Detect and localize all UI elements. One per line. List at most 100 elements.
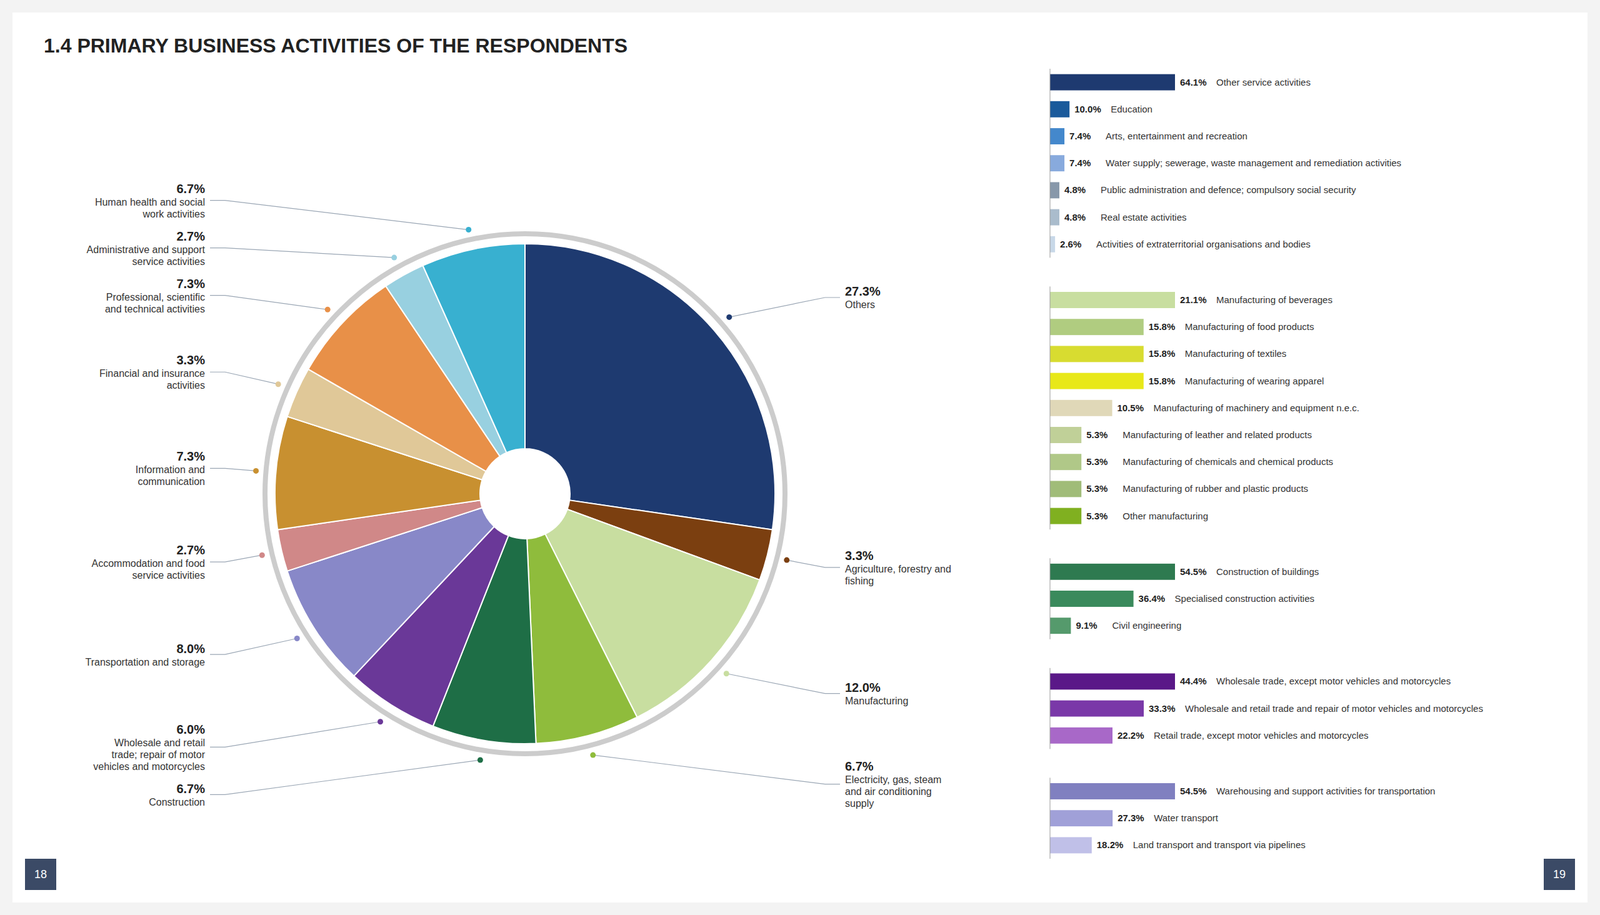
category-label: Education	[1110, 103, 1153, 115]
leader-dot	[253, 468, 259, 474]
category-label-line: Wholesale and retail	[114, 737, 205, 749]
category-label-line: Agriculture, forestry and	[845, 563, 952, 575]
category-label: Agriculture, forestry andfishing	[845, 563, 952, 587]
data-label: 15.8%	[1148, 321, 1176, 332]
bar	[1050, 291, 1175, 309]
bar	[1050, 128, 1065, 145]
data-label: 10.0%	[1074, 103, 1102, 115]
category-label: Manufacturing of rubber and plastic prod…	[1122, 483, 1309, 494]
data-label: 5.3%	[1086, 483, 1108, 494]
category-label: Manufacturing of chemicals and chemical …	[1122, 456, 1334, 467]
bar-labels: 64.1%Other service activities10.0%Educat…	[1060, 76, 1402, 250]
bar	[1050, 400, 1113, 417]
annotation-box	[25, 858, 57, 890]
category-label-line: trade; repair of motor	[111, 749, 206, 760]
data-label: 5.3%	[1086, 510, 1108, 522]
category-label: Warehousing and support activities for t…	[1216, 785, 1435, 797]
data-label: 7.4%	[1069, 130, 1091, 142]
category-label: Water transport	[1153, 812, 1219, 824]
bar	[1050, 673, 1175, 690]
category-label: Land transport and transport via pipelin…	[1133, 839, 1306, 850]
bar-chart: 54.5%Construction of buildings36.4%Speci…	[1050, 558, 1319, 640]
data-label: 15.8%	[1148, 348, 1176, 359]
category-label-line: Others	[845, 299, 875, 310]
data-label: 5.3%	[1086, 429, 1108, 440]
data-label: 44.4%	[1180, 675, 1207, 687]
data-label: 2.7%	[176, 229, 205, 244]
bar	[1050, 181, 1060, 199]
leader-line	[786, 560, 840, 568]
outer-ring	[265, 233, 785, 754]
bar-labels: 54.5%Construction of buildings36.4%Speci…	[1075, 566, 1319, 631]
bar	[1050, 318, 1144, 335]
category-label: Real estate activities	[1100, 211, 1187, 223]
data-label: 6.7%	[176, 181, 205, 196]
category-label: Civil engineering	[1111, 620, 1182, 631]
category-label-line: Administrative and support	[86, 244, 206, 255]
bar	[1050, 74, 1175, 91]
category-label: Wholesale trade, except motor vehicles a…	[1216, 675, 1451, 687]
leader-line	[210, 200, 469, 230]
bar-labels: 44.4% Wholesale trade, except motor vehic…	[1117, 675, 1484, 740]
category-label: Water supply; sewerage, waste management…	[1105, 157, 1402, 169]
pie-chart: 1.4 PRIMARY BUSINESS ACTIVITIES OF THE R…	[25, 34, 1575, 890]
bar-chart: 64.1%Other service activities10.0%Educat…	[1050, 68, 1402, 258]
bar-labels: 54.5%Warehousing and support activities …	[1096, 785, 1436, 850]
category-label-line: Professional, scientific	[106, 291, 205, 303]
data-label: 22.2%	[1117, 730, 1145, 741]
leader-dot	[477, 757, 484, 764]
data-label: 7.3%	[176, 276, 205, 291]
category-label: Manufacturing of leather and related pro…	[1122, 429, 1312, 440]
category-label-line: Accommodation and food	[91, 558, 205, 569]
bar	[1050, 836, 1092, 854]
data-label: 27.3%	[845, 284, 881, 299]
bar	[1050, 426, 1082, 444]
chart-root: 1.4 PRIMARY BUSINESS ACTIVITIES OF THE R…	[0, 0, 1600, 915]
data-label: 33.3%	[1148, 703, 1176, 714]
leader-line	[210, 638, 297, 655]
bar	[1050, 345, 1144, 362]
category-label: Electricity, gas, steamand air condition…	[845, 774, 942, 809]
category-label: Other service activities	[1216, 76, 1311, 88]
category-label: Manufacturing of textiles	[1185, 348, 1287, 359]
category-label: Transportation and storage	[85, 656, 205, 668]
category-label: Manufacturing	[845, 695, 909, 707]
leader-dot	[723, 670, 730, 677]
data-label: 5.3%	[1086, 456, 1108, 467]
page-background	[12, 12, 1588, 903]
category-label: Professional, scientificand technical ac…	[105, 291, 205, 315]
category-label: Construction of buildings	[1216, 566, 1319, 577]
leader-line	[210, 555, 262, 562]
data-label: 6.0%	[176, 722, 205, 737]
category-label: Arts, entertainment and recreation	[1105, 130, 1248, 142]
bar-labels: 21.1%Manufacturing of beverages15.8%Manu…	[1086, 294, 1360, 522]
data-label: 2.6%	[1060, 238, 1082, 250]
bar	[1050, 101, 1070, 118]
category-label: Accommodation and foodservice activities	[91, 558, 205, 581]
category-label: Human health and socialwork activities	[95, 196, 205, 220]
data-label: 15.8%	[1148, 375, 1176, 387]
chart-title: 1.4 PRIMARY BUSINESS ACTIVITIES OF THE R…	[43, 34, 628, 57]
category-label-line: service activities	[132, 570, 205, 581]
bar	[1050, 727, 1113, 744]
bar-chart: 54.5%Warehousing and support activities …	[1050, 777, 1435, 859]
bar	[1050, 508, 1082, 525]
category-label: Public administration and defence; compu…	[1100, 184, 1357, 195]
leader-line	[726, 673, 840, 694]
data-label: 54.5%	[1180, 566, 1207, 577]
axis-line	[1050, 668, 1051, 750]
data-label: 6.7%	[845, 759, 874, 774]
category-label: Administrative and supportservice activi…	[86, 244, 206, 267]
annotation: 19	[1553, 868, 1566, 881]
leader-line	[210, 295, 328, 310]
axis-line	[1050, 558, 1051, 640]
data-label: 8.0%	[176, 641, 205, 656]
data-label: 3.3%	[845, 548, 874, 563]
category-label: Manufacturing of wearing apparel	[1185, 375, 1325, 387]
category-label: Wholesale and retail trade and repair of…	[1185, 703, 1484, 714]
category-label-line: supply	[845, 798, 874, 809]
pie-slice	[525, 243, 775, 530]
category-label: Manufacturing of beverages	[1216, 294, 1333, 305]
pie-labels: 27.3%Others 3.3%Agriculture, forestry and…	[85, 181, 951, 809]
leader-dot	[377, 718, 384, 725]
